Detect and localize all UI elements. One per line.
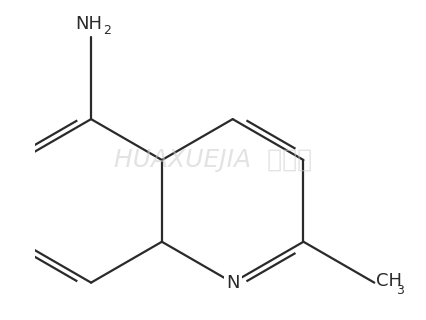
Text: HUAXUEJIA  化学加: HUAXUEJIA 化学加	[114, 148, 312, 172]
Text: 3: 3	[396, 284, 404, 297]
Text: 2: 2	[103, 24, 111, 37]
Text: N: N	[226, 274, 239, 292]
Text: NH: NH	[75, 15, 103, 33]
Text: CH: CH	[377, 272, 403, 290]
